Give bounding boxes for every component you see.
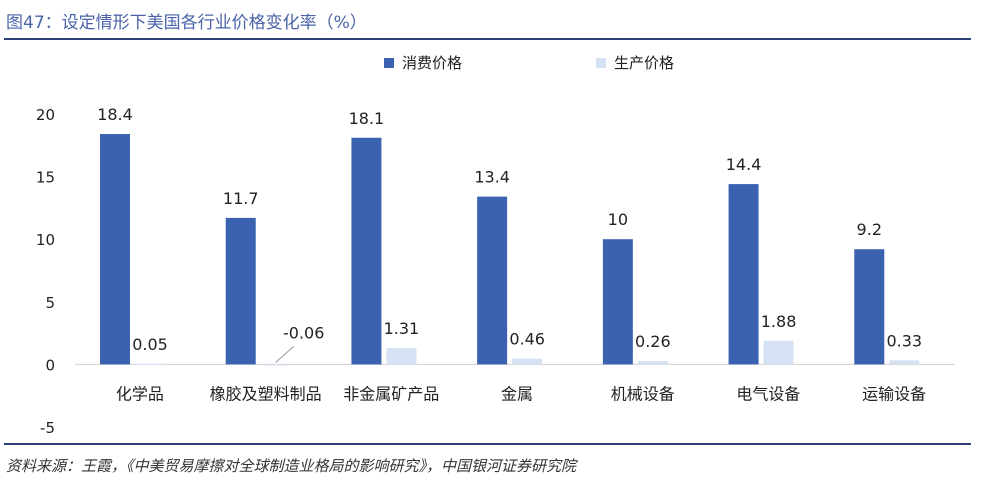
legend-swatch	[596, 58, 606, 68]
bar	[602, 239, 633, 365]
y-axis: 20 15 10 5 0 -5	[36, 106, 55, 437]
x-category-label: 非金属矿产品	[343, 384, 439, 403]
bar	[260, 364, 291, 366]
bar	[728, 184, 759, 365]
data-label: 0.46	[509, 330, 545, 349]
bar	[889, 360, 920, 365]
bars: 18.4 0.05 11.7 -0.06 18.1 1.31 13.4 0.46 10 0.26 1…	[97, 105, 922, 366]
legend-label: 生产价格	[614, 54, 674, 72]
data-label: 0.26	[635, 332, 671, 351]
data-label: 18.1	[349, 109, 385, 128]
bottom-rule	[4, 443, 971, 445]
legend: 消费价格 生产价格	[384, 54, 674, 72]
bar	[763, 340, 794, 365]
source-note: 资料来源：王霞，《中美贸易摩擦对全球制造业格局的影响研究》，中国银河证券研究院	[6, 457, 577, 475]
x-category-label: 机械设备	[611, 384, 675, 403]
data-label: 9.2	[857, 220, 882, 239]
data-label: 14.4	[726, 155, 762, 174]
data-label: 1.31	[384, 319, 420, 338]
figure-title: 图47：设定情形下美国各行业价格变化率（%）	[6, 13, 367, 33]
y-tick-label: 15	[36, 169, 55, 187]
bar	[477, 196, 508, 365]
legend-label: 消费价格	[402, 54, 462, 72]
x-category-label: 橡胶及塑料制品	[210, 384, 322, 403]
y-tick-label: 10	[36, 231, 55, 249]
y-tick-label: 0	[45, 356, 55, 374]
bar	[225, 217, 256, 365]
data-label: -0.06	[283, 323, 324, 342]
x-axis: 化学品 橡胶及塑料制品 非金属矿产品 金属 机械设备 电气设备 运输设备	[116, 384, 926, 403]
data-label: 11.7	[223, 189, 259, 208]
x-category-label: 电气设备	[736, 384, 800, 403]
legend-swatch	[384, 58, 394, 68]
y-tick-label: 20	[36, 106, 55, 124]
data-label: 0.05	[132, 335, 168, 354]
y-tick-label: 5	[45, 294, 55, 312]
bar	[351, 137, 382, 365]
top-rule	[4, 38, 971, 40]
data-label: 1.88	[761, 312, 797, 331]
bar	[512, 358, 543, 365]
data-label: 13.4	[474, 168, 510, 187]
data-label: 10	[608, 210, 628, 229]
data-label: 18.4	[97, 105, 133, 124]
bar	[637, 361, 668, 365]
bar	[100, 134, 130, 365]
bar	[386, 347, 417, 365]
data-label: 0.33	[886, 331, 922, 350]
x-category-label: 金属	[501, 384, 533, 403]
y-tick-label: -5	[40, 419, 55, 437]
x-category-label: 化学品	[116, 384, 164, 403]
leader-line	[275, 346, 295, 363]
bar	[854, 249, 885, 365]
bar	[135, 363, 165, 365]
x-category-label: 运输设备	[862, 384, 926, 403]
